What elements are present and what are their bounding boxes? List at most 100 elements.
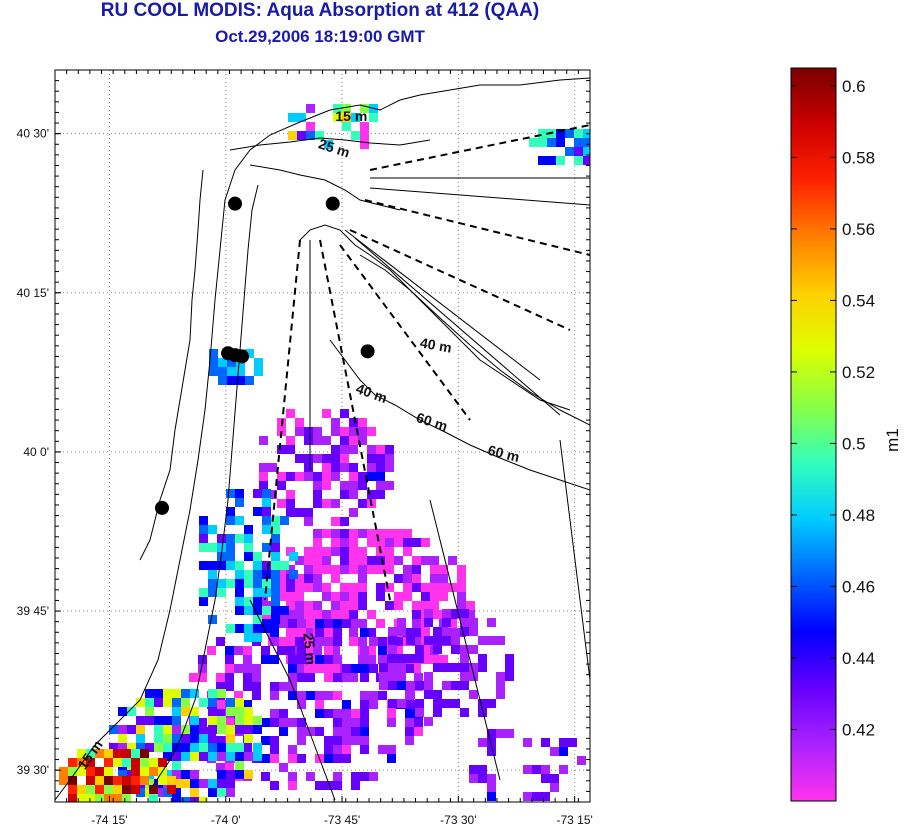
absorption-pixel (313, 565, 322, 574)
absorption-pixel (198, 673, 207, 682)
absorption-pixel (331, 574, 340, 583)
absorption-pixel (297, 754, 306, 763)
absorption-pixel (478, 636, 487, 645)
absorption-pixel (430, 565, 439, 574)
absorption-pixel (367, 628, 376, 637)
absorption-pixel (349, 490, 358, 499)
depth-contour-label: 40 m (419, 334, 453, 355)
absorption-pixel (439, 565, 448, 574)
absorption-pixel (340, 565, 349, 574)
absorption-pixel (181, 689, 190, 698)
absorption-pixel (217, 743, 226, 752)
absorption-pixel (487, 618, 496, 627)
absorption-pixel (286, 610, 295, 619)
absorption-pixel (324, 754, 333, 763)
absorption-pixel (295, 583, 304, 592)
absorption-pixel (313, 547, 322, 556)
absorption-pixel (208, 707, 217, 716)
absorption-pixel (313, 574, 322, 583)
absorption-pixel (163, 743, 172, 752)
absorption-pixel (199, 516, 208, 525)
absorption-pixel (351, 131, 360, 140)
absorption-pixel (190, 770, 199, 779)
absorption-pixel (349, 592, 358, 601)
absorption-pixel (322, 583, 331, 592)
absorption-pixel (414, 727, 423, 736)
absorption-pixel (208, 716, 217, 725)
absorption-pixel (412, 637, 421, 646)
absorption-pixel (149, 758, 158, 767)
absorption-pixel (424, 672, 433, 681)
shelf-contour (249, 599, 336, 801)
absorption-pixel (113, 776, 122, 785)
absorption-pixel (207, 646, 216, 655)
absorption-pixel (158, 776, 167, 785)
absorption-pixel (158, 758, 167, 767)
absorption-pixel (304, 637, 313, 646)
absorption-pixel (262, 624, 271, 633)
absorption-pixel (333, 727, 342, 736)
absorption-pixel (388, 681, 397, 690)
absorption-pixel (217, 689, 226, 698)
absorption-pixel (324, 745, 333, 754)
absorption-pixel (340, 436, 349, 445)
absorption-pixel (313, 427, 322, 436)
absorption-pixel (324, 628, 333, 637)
absorption-pixel (469, 645, 478, 654)
absorption-pixel (270, 682, 279, 691)
survey-line (264, 239, 301, 601)
absorption-pixel (217, 788, 226, 797)
absorption-pixel (376, 481, 385, 490)
absorption-pixel (315, 700, 324, 709)
absorption-pixel (541, 774, 550, 783)
absorption-pixel (313, 454, 322, 463)
absorption-pixel (487, 729, 496, 738)
absorption-pixel (190, 725, 199, 734)
absorption-pixel (412, 619, 421, 628)
absorption-pixel (253, 570, 262, 579)
absorption-pixel (421, 592, 430, 601)
absorption-pixel (253, 588, 262, 597)
absorption-pixel (262, 507, 271, 516)
absorption-pixel (127, 743, 136, 752)
absorption-pixel (77, 767, 86, 776)
absorption-pixel (358, 655, 367, 664)
absorption-pixel (234, 691, 243, 700)
absorption-pixel (295, 556, 304, 565)
absorption-pixel (279, 727, 288, 736)
absorption-pixel (360, 131, 369, 140)
absorption-pixel (199, 743, 208, 752)
absorption-pixel (324, 637, 333, 646)
absorption-pixel (289, 552, 298, 561)
absorption-pixel (360, 140, 369, 149)
absorption-pixel (104, 794, 113, 802)
absorption-pixel (333, 745, 342, 754)
absorption-pixel (163, 725, 172, 734)
absorption-pixel (412, 565, 421, 574)
absorption-pixel (295, 637, 304, 646)
absorption-pixel (550, 747, 559, 756)
absorption-pixel (297, 131, 306, 140)
absorption-pixel (181, 770, 190, 779)
shelf-contour-2 (429, 499, 501, 781)
absorption-pixel (405, 709, 414, 718)
absorption-pixel (394, 556, 403, 565)
colorbar-tick-label: 0.42 (842, 720, 875, 739)
absorption-pixel (208, 579, 217, 588)
absorption-pixel (304, 646, 313, 655)
absorption-pixel (367, 646, 376, 655)
absorption-pixel (367, 454, 376, 463)
absorption-pixel (376, 538, 385, 547)
absorption-pixel (315, 691, 324, 700)
absorption-pixel (406, 654, 415, 663)
absorption-pixel (199, 525, 208, 534)
absorption-pixel (172, 752, 181, 761)
station-markers (155, 196, 375, 515)
absorption-pixel (451, 636, 460, 645)
absorption-pixel (225, 673, 234, 682)
absorption-pixel (68, 785, 77, 794)
absorption-pixel (349, 628, 358, 637)
absorption-pixel (340, 529, 349, 538)
absorption-pixel (322, 529, 331, 538)
absorption-pixel (442, 681, 451, 690)
